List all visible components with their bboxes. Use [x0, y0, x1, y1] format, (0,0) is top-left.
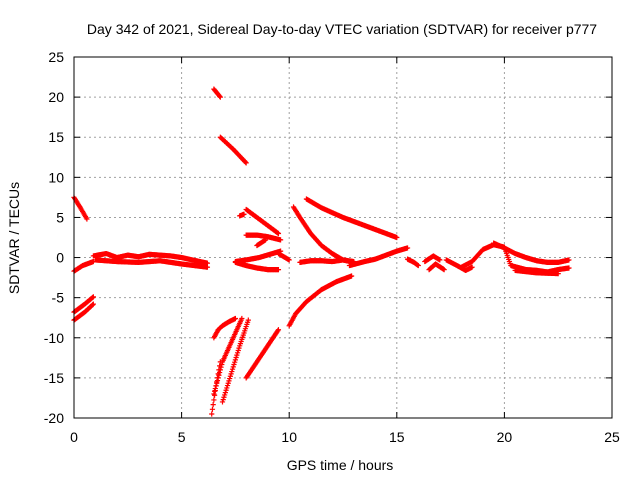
data-point [222, 389, 228, 396]
data-point [232, 315, 238, 322]
data-point [225, 380, 231, 386]
y-tick-label: 15 [48, 129, 64, 145]
data-point [204, 264, 211, 270]
data-point [219, 361, 225, 368]
data-point [214, 380, 220, 386]
data-point [209, 411, 215, 417]
data-point [220, 397, 226, 403]
data-points [71, 86, 572, 417]
data-point [209, 406, 216, 412]
x-tick-label: 5 [178, 429, 186, 445]
grid [74, 57, 612, 418]
data-point [221, 394, 227, 400]
data-point [218, 364, 224, 370]
data-point [555, 271, 561, 277]
y-tick-label: -10 [44, 330, 64, 346]
data-point [216, 372, 222, 378]
data-point [90, 294, 96, 301]
data-point [230, 364, 236, 370]
data-point [229, 368, 235, 375]
data-point [243, 160, 249, 166]
data-point [233, 354, 239, 361]
data-point [242, 159, 249, 165]
data-point [217, 369, 223, 376]
data-point [215, 375, 221, 381]
data-point [223, 387, 229, 393]
data-point [228, 371, 234, 377]
x-tick-label: 25 [604, 429, 620, 445]
data-point [239, 315, 245, 322]
y-axis-label: SDTVAR / TECUs [6, 182, 22, 294]
data-point [226, 378, 232, 384]
y-tick-label: 25 [48, 49, 64, 65]
data-point [210, 402, 216, 408]
y-tick-label: 20 [48, 89, 64, 105]
x-axis: 0 5 10 15 20 25 [70, 57, 620, 445]
data-point [231, 361, 237, 368]
data-point [217, 93, 223, 99]
data-point [275, 266, 282, 273]
data-point [219, 399, 226, 405]
data-point [415, 262, 421, 269]
data-point [232, 357, 238, 363]
data-point [234, 350, 241, 356]
data-point [232, 359, 238, 365]
data-point [212, 385, 218, 392]
data-point [441, 266, 447, 273]
plot-frame [73, 56, 613, 419]
data-point [211, 397, 217, 403]
data-point [275, 230, 282, 237]
data-point [227, 375, 233, 382]
y-tick-label: 5 [56, 209, 64, 225]
data-point [277, 237, 284, 243]
data-point [84, 216, 90, 222]
y-tick-label: -20 [44, 410, 64, 426]
data-point [211, 388, 218, 394]
data-point [234, 352, 240, 358]
data-point [275, 327, 282, 333]
data-point [235, 347, 241, 354]
data-point [222, 392, 228, 398]
y-tick-label: 0 [56, 250, 64, 266]
y-tick-label: -5 [52, 290, 65, 306]
x-axis-label: GPS time / hours [287, 457, 394, 473]
y-axis: -20 -15 -10 -5 0 5 10 15 20 25 [44, 49, 612, 426]
data-point [224, 385, 230, 391]
x-tick-label: 15 [389, 429, 405, 445]
x-tick-label: 0 [70, 429, 78, 445]
data-point [469, 264, 475, 270]
data-point [224, 382, 231, 389]
data-point [90, 302, 96, 308]
x-tick-label: 20 [497, 429, 513, 445]
chart-title: Day 342 of 2021, Sidereal Day-to-day VTE… [87, 21, 597, 37]
data-point [404, 245, 411, 251]
data-point [90, 294, 96, 300]
x-tick-label: 10 [281, 429, 297, 445]
data-point [262, 237, 269, 243]
y-tick-label: 10 [48, 169, 64, 185]
data-point [236, 345, 242, 351]
data-point [214, 377, 221, 384]
data-point [275, 328, 281, 334]
data-point [227, 373, 233, 379]
data-point [394, 234, 400, 241]
data-point [286, 257, 292, 263]
data-point [213, 383, 219, 389]
y-tick-label: -15 [44, 370, 64, 386]
data-point [245, 317, 251, 323]
data-point [217, 367, 223, 373]
data-point [229, 366, 236, 372]
data-point [90, 301, 96, 307]
data-point [566, 265, 572, 271]
data-point [437, 257, 443, 263]
data-point [241, 211, 247, 217]
data-point [211, 391, 217, 397]
data-point [349, 273, 355, 279]
data-point [566, 257, 572, 263]
data-point [217, 94, 223, 100]
